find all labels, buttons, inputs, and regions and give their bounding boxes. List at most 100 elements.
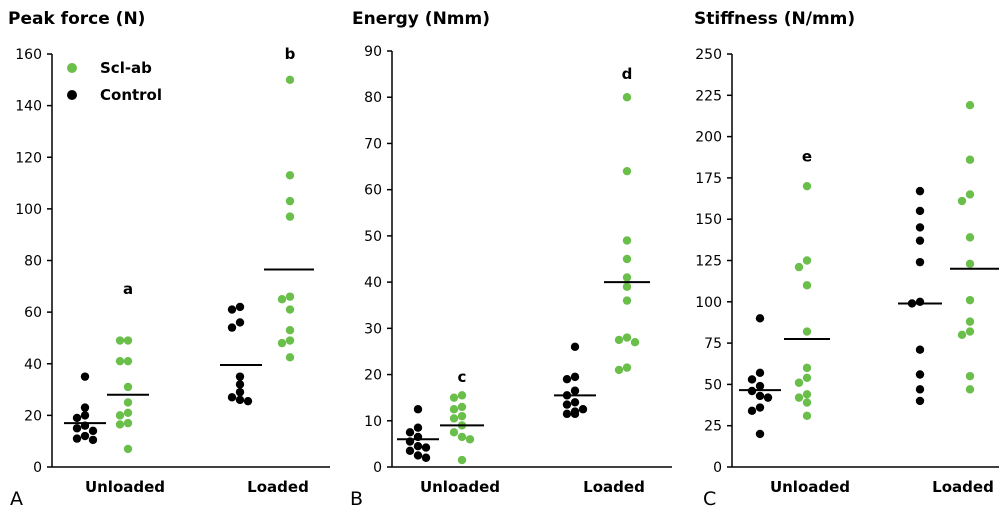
panel-a-ytick-label: 80: [24, 254, 42, 270]
panel-c-point-scl-ab: [794, 393, 804, 402]
panel-a-point-scl-ab: [285, 353, 295, 362]
panel-c-point-scl-ab: [957, 330, 967, 340]
panel-b-point-control: [570, 398, 580, 407]
panel-a-point-control: [72, 413, 82, 423]
panel-c-point-control: [763, 393, 773, 402]
panel-b-point-control: [578, 405, 588, 414]
panel-a-category-label: Unloaded: [85, 478, 165, 496]
panel-c-point-control: [747, 375, 757, 384]
panel-c-point-scl-ab: [802, 281, 812, 290]
panel-b-point-scl-ab: [622, 363, 632, 372]
panel-a-point-scl-ab: [123, 444, 133, 454]
panel-b-title: Energy (Nmm): [352, 9, 490, 29]
panel-b-point-control: [562, 409, 572, 419]
panel-c-point-scl-ab: [794, 262, 804, 272]
panel-a-point-scl-ab: [277, 295, 287, 304]
panel-c-point-control: [915, 385, 925, 394]
panel-b-point-scl-ab: [622, 254, 632, 264]
panel-c-point-scl-ab: [965, 101, 975, 110]
panel-c-ytick-label: 75: [704, 336, 722, 352]
panel-b-point-scl-ab: [457, 391, 467, 400]
panel-a-point-control: [227, 393, 237, 402]
panel-c-point-scl-ab: [965, 385, 975, 394]
panel-a-point-scl-ab: [123, 408, 133, 417]
panel-b-point-control: [570, 372, 580, 382]
panel-c-point-scl-ab: [965, 233, 975, 242]
panel-a-point-control: [227, 305, 237, 314]
panel-a-point-scl-ab: [123, 418, 133, 428]
legend-label-control: Control: [100, 86, 162, 104]
panel-c-point-control: [755, 391, 765, 401]
panel-a-point-control: [235, 387, 245, 397]
legend-marker-control: [67, 90, 77, 100]
panel-a-point-control: [80, 403, 90, 412]
panel-c-ytick-label: 200: [695, 130, 722, 146]
panel-a-point-scl-ab: [285, 171, 295, 180]
panel-b-point-scl-ab: [457, 402, 467, 412]
panel-a-point-scl-ab: [285, 75, 295, 85]
panel-a-point-scl-ab: [277, 338, 287, 348]
panel-a-ytick-label: 100: [15, 202, 42, 218]
panel-b-ytick-label: 90: [364, 44, 382, 60]
panel-a-point-control: [235, 372, 245, 381]
panel-c-point-scl-ab: [802, 398, 812, 407]
panel-a-ytick-label: 160: [15, 47, 42, 63]
panel-a-point-scl-ab: [115, 336, 125, 345]
panel-c-ytick-label: 175: [695, 171, 722, 187]
panel-b-point-scl-ab: [622, 93, 632, 102]
panel-b-point-scl-ab: [622, 166, 632, 176]
panel-c-label: C: [703, 488, 716, 510]
panel-c-point-scl-ab: [965, 190, 975, 199]
panel-a-point-scl-ab: [285, 212, 295, 221]
panel-a-significance-b: b: [285, 45, 296, 63]
panel-c-category-label: Unloaded: [770, 478, 850, 496]
panel-c-ytick-label: 25: [704, 419, 722, 435]
panel-c-ytick-label: 250: [695, 47, 722, 63]
panel-b-point-control: [413, 423, 423, 432]
panel-b-point-scl-ab: [614, 365, 624, 375]
panel-a-point-scl-ab: [285, 325, 295, 335]
panel-c-point-control: [915, 206, 925, 216]
panel-c-point-control: [915, 223, 925, 232]
panel-b-point-control: [421, 443, 431, 452]
panel-b-point-control: [405, 446, 415, 456]
panel-a-category-label: Loaded: [247, 478, 309, 496]
panel-a-ytick-label: 140: [15, 99, 42, 115]
panel-c-point-control: [755, 368, 765, 378]
panel-b-category-label: Loaded: [583, 478, 645, 496]
panel-c-point-scl-ab: [794, 378, 804, 387]
legend-marker-scl-ab: [67, 63, 77, 73]
panel-c-point-scl-ab: [965, 327, 975, 336]
panel-c-point-control: [915, 345, 925, 354]
panel-b-point-control: [562, 374, 572, 384]
panel-c-point-control: [755, 429, 765, 439]
panel-b-point-scl-ab: [457, 455, 467, 465]
panel-b-point-scl-ab: [622, 333, 632, 342]
panel-b-point-scl-ab: [449, 393, 459, 402]
panel-c-point-control: [747, 406, 757, 416]
panel-a-ytick-label: 120: [15, 150, 42, 166]
panel-a-title: Peak force (N): [8, 9, 145, 29]
panel-c-point-control: [915, 257, 925, 267]
panel-a-point-control: [80, 431, 90, 441]
panel-c-point-scl-ab: [965, 371, 975, 381]
panel-a-significance-a: a: [123, 280, 133, 298]
panel-a-point-scl-ab: [115, 420, 125, 429]
panel-c-point-control: [915, 236, 925, 245]
panel-b-point-control: [413, 442, 423, 451]
panel-b-ytick-label: 40: [364, 275, 382, 291]
panel-a-ytick-label: 60: [24, 305, 42, 321]
panel-c-point-control: [915, 186, 925, 196]
panel-b-point-scl-ab: [614, 335, 624, 345]
panel-c-ytick-label: 150: [695, 212, 722, 228]
panel-a-point-scl-ab: [115, 356, 125, 366]
legend-label-scl-ab: Scl-ab: [100, 59, 152, 77]
panel-a-point-scl-ab: [285, 196, 295, 206]
panel-a-point-control: [235, 380, 245, 389]
panel-c-ytick-label: 225: [695, 88, 722, 104]
panel-b-ytick-label: 50: [364, 229, 382, 245]
panel-c-point-control: [755, 381, 765, 391]
panel-b-label: B: [350, 488, 363, 510]
panel-a-point-control: [235, 318, 245, 327]
